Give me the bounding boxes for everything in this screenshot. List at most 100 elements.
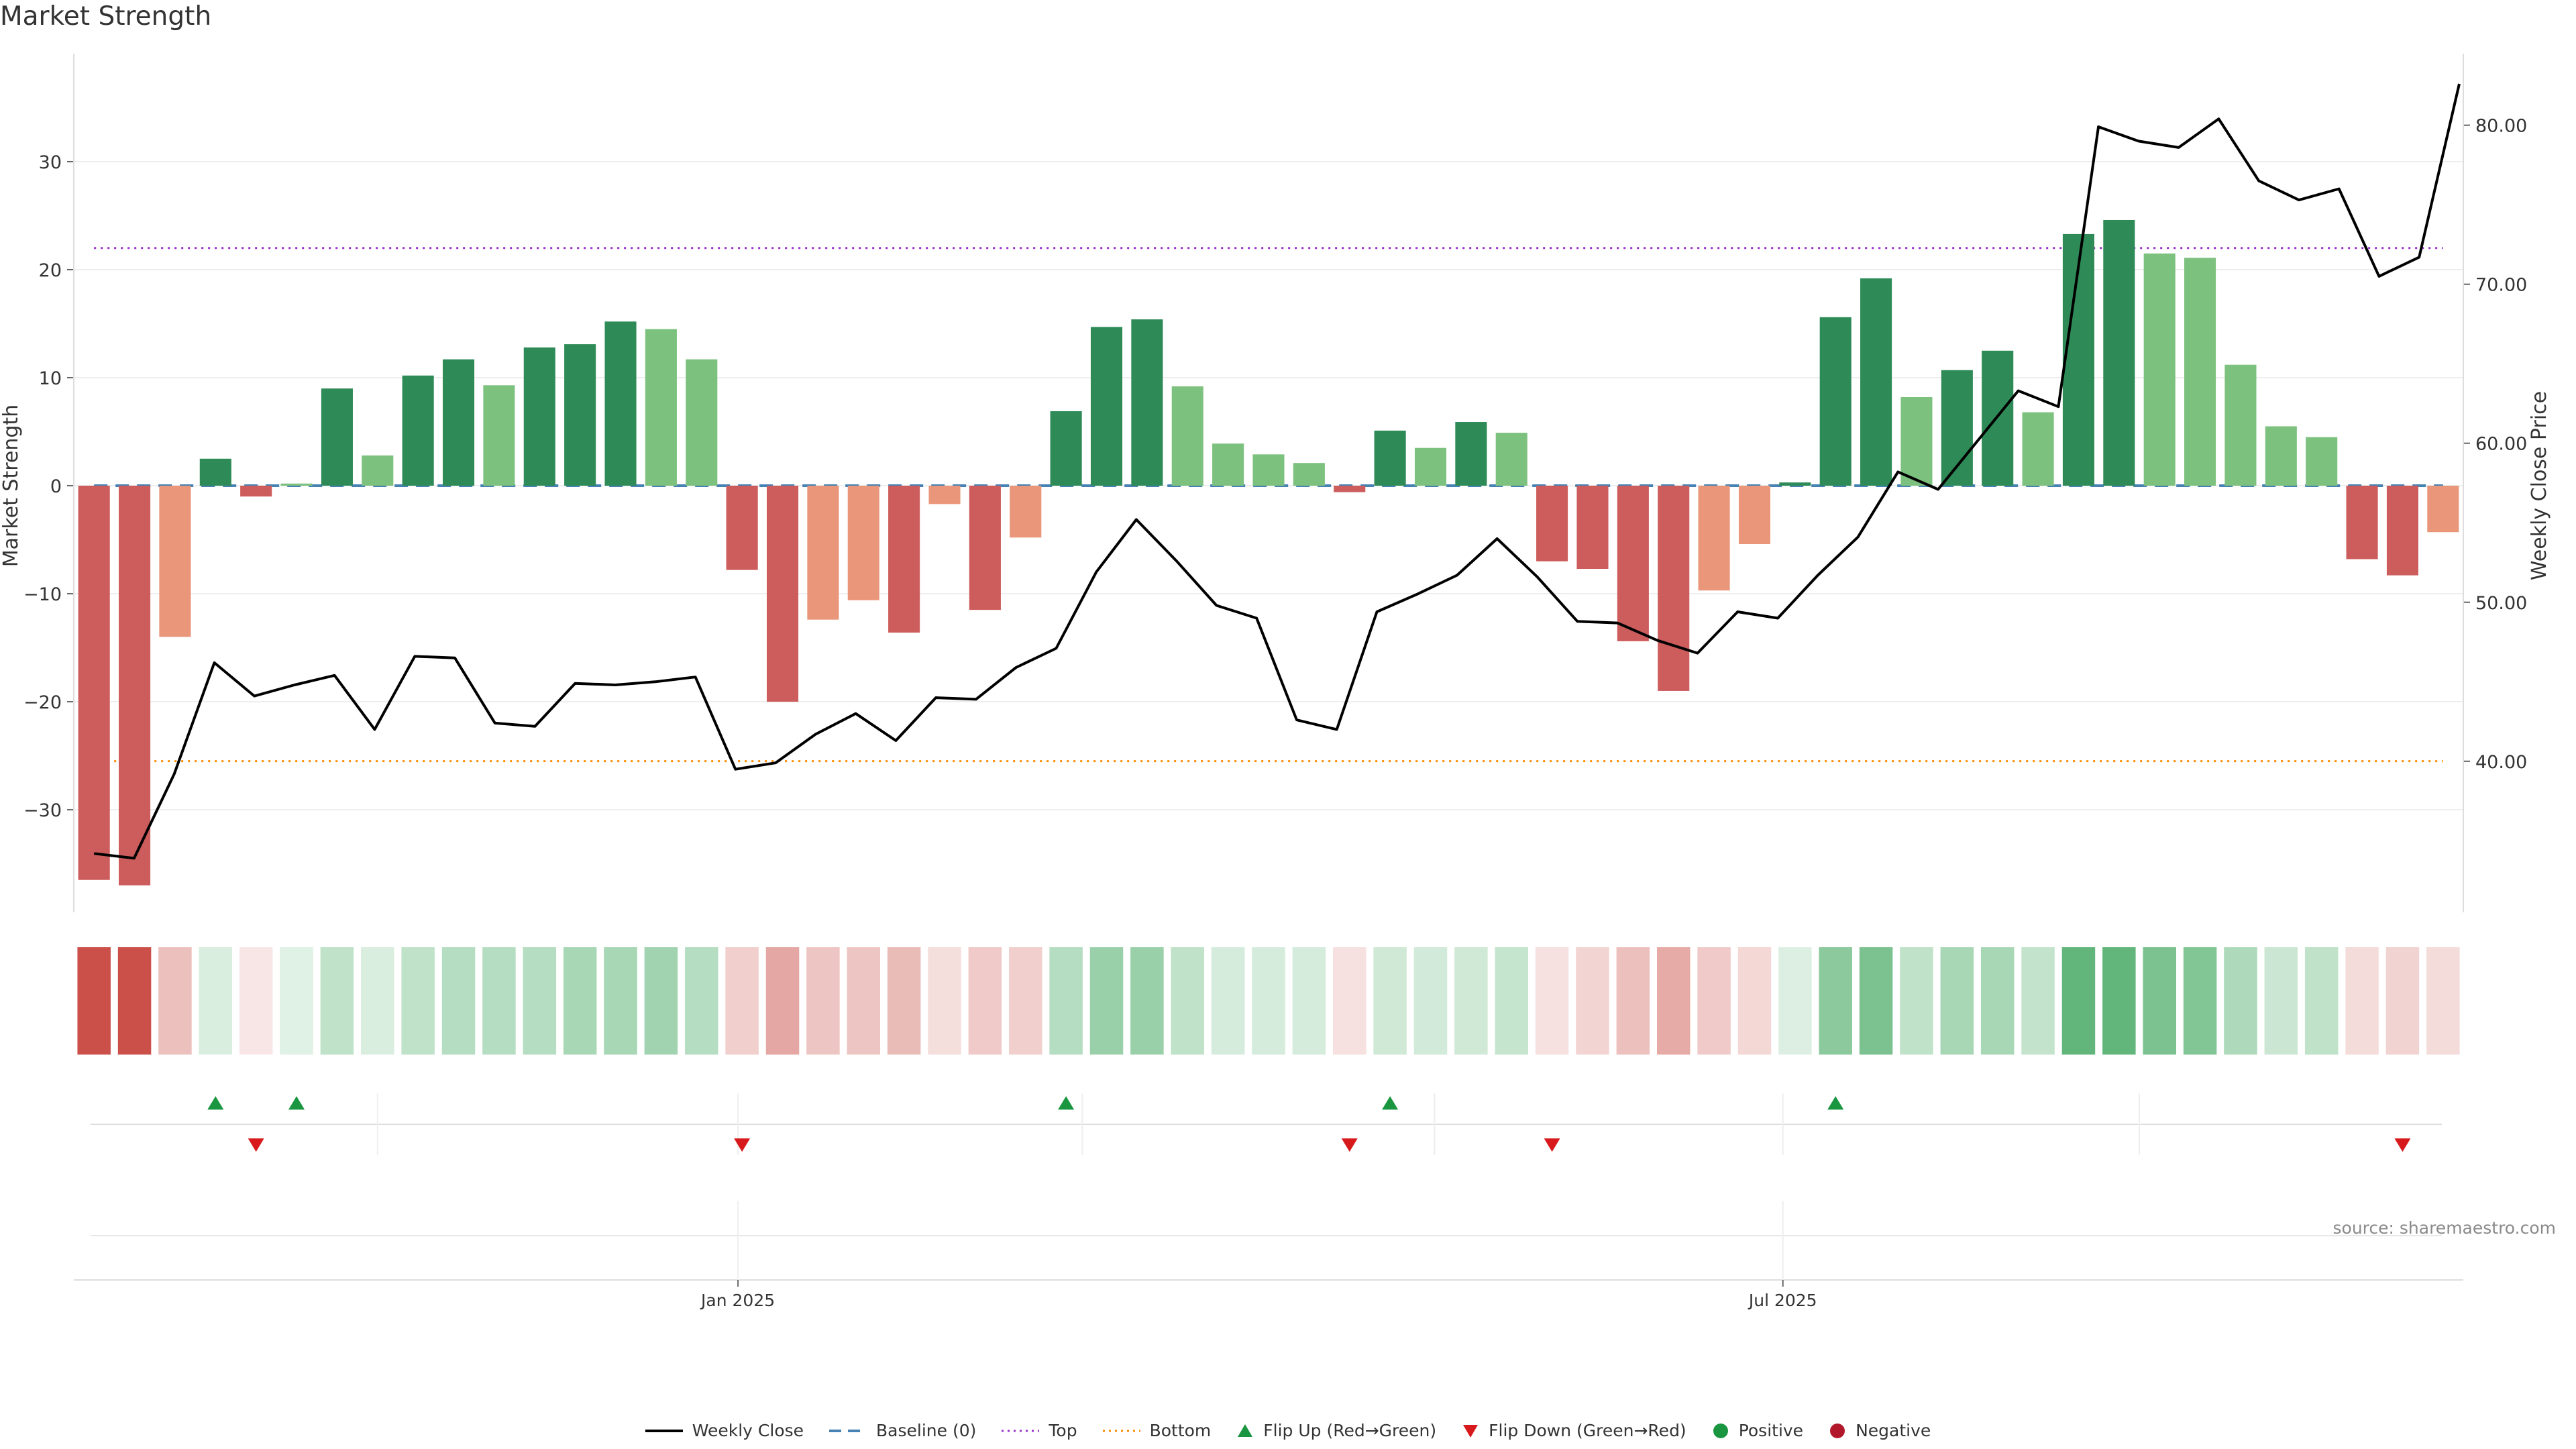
strength-bars (78, 219, 2459, 885)
chart-title: Market Strength (0, 1, 212, 32)
legend-item-flipup: Flip Up (Red→Green) (1236, 1421, 1436, 1440)
strength-bar (1252, 454, 1285, 486)
y-tick-label: 20 (39, 260, 62, 281)
y2-tick-label: 50.00 (2475, 593, 2527, 614)
legend-item-flipdown: Flip Down (Green→Red) (1462, 1421, 1686, 1440)
strength-bar (2306, 437, 2338, 486)
x-tick-label: Jan 2025 (700, 1291, 775, 1310)
intensity-cell (806, 947, 840, 1055)
strength-bar (2062, 233, 2095, 486)
strength-bar (1536, 486, 1568, 561)
intensity-cell (1292, 947, 1326, 1055)
strength-bar (1738, 486, 1771, 544)
intensity-cell (158, 947, 192, 1055)
strength-bar (199, 458, 231, 486)
strength-bar (928, 486, 961, 504)
strength-bar (1455, 422, 1487, 486)
dotted-line-icon (1002, 1430, 1040, 1432)
strength-bar (1900, 397, 1933, 486)
strength-bar (888, 486, 920, 633)
x-axis: Jan 2025 Jul 2025 (74, 1201, 2463, 1310)
intensity-cell (1454, 947, 1488, 1055)
intensity-cell (1980, 947, 2015, 1055)
legend-label: Bottom (1149, 1421, 1212, 1440)
strength-bar (280, 483, 313, 486)
flip-down-marker (734, 1138, 751, 1152)
strength-bar (1860, 278, 1892, 486)
intensity-cell (887, 947, 921, 1055)
strength-bar (1617, 486, 1649, 641)
legend: Weekly Close Baseline (0) Top Bottom Flip Up… (0, 1421, 2576, 1440)
intensity-cell (2264, 947, 2298, 1055)
strength-bar (604, 321, 637, 486)
intensity-cell (563, 947, 597, 1055)
intensity-cell (1495, 947, 1528, 1055)
flip-markers (91, 1093, 2442, 1155)
intensity-cell (1656, 947, 1690, 1055)
source-note: source: sharemaestro.com (2332, 1218, 2557, 1238)
intensity-cell (482, 947, 516, 1055)
intensity-cell (1171, 947, 1205, 1055)
intensity-cell (1089, 947, 1124, 1055)
strength-bar (1698, 486, 1730, 591)
intensity-cell (604, 947, 637, 1055)
intensity-cell (1900, 947, 1933, 1055)
intensity-cell (280, 947, 313, 1055)
intensity-cell (1737, 947, 1772, 1055)
strength-bar (766, 486, 799, 702)
intensity-cell (2143, 947, 2176, 1055)
y2-tick-label: 70.00 (2475, 275, 2527, 296)
intensity-cell (117, 947, 152, 1055)
strength-bar (362, 455, 394, 486)
strength-bar (2386, 486, 2418, 576)
y-tick-label: 30 (39, 152, 62, 173)
intensity-cell (2224, 947, 2257, 1055)
strength-bar (2265, 426, 2297, 486)
intensity-cell (1413, 947, 1448, 1055)
dashed-line-icon (829, 1429, 867, 1432)
triangle-down-icon (1463, 1424, 1479, 1438)
strength-bar (847, 486, 879, 600)
legend-label: Flip Down (Green→Red) (1489, 1421, 1686, 1440)
flip-down-marker (1341, 1138, 1358, 1152)
intensity-cell (1252, 947, 1285, 1055)
strength-bar (564, 344, 596, 486)
dotted-line-icon (1102, 1430, 1140, 1432)
strength-bar (321, 388, 353, 486)
weekly-close-line (93, 83, 2461, 860)
strength-bar (1495, 433, 1527, 486)
intensity-cell (2385, 947, 2420, 1055)
strength-bar (726, 486, 758, 570)
intensity-cell (847, 947, 881, 1055)
flip-up-marker (207, 1096, 224, 1110)
strength-bar (969, 486, 1001, 610)
strength-bar (523, 347, 555, 486)
intensity-cell (1616, 947, 1650, 1055)
strength-bar (1010, 486, 1042, 538)
intensity-cell (199, 947, 233, 1055)
intensity-cell (1211, 947, 1245, 1055)
strength-bar (2143, 253, 2176, 486)
intensity-cell (2345, 947, 2379, 1055)
legend-item-negative: Negative (1829, 1421, 1931, 1440)
intensity-cell (1778, 947, 1812, 1055)
strength-bar (2427, 486, 2459, 533)
flip-down-marker (2394, 1138, 2411, 1152)
y-tick-label: −30 (23, 800, 62, 821)
intensity-cell (1049, 947, 1083, 1055)
intensity-cell (928, 947, 961, 1055)
strength-bar (1374, 430, 1406, 486)
intensity-cell (1009, 947, 1042, 1055)
strength-bar (645, 329, 677, 486)
strength-bar (442, 359, 475, 486)
legend-label: Baseline (0) (876, 1421, 977, 1440)
triangle-up-icon (1238, 1424, 1253, 1437)
intensity-cell (765, 947, 800, 1055)
intensity-cell (2304, 947, 2339, 1055)
y2-tick-label: 80.00 (2475, 116, 2527, 137)
legend-item-bottom: Bottom (1102, 1421, 1212, 1440)
flip-up-marker (1382, 1096, 1399, 1110)
strength-bar (807, 486, 839, 620)
strength-bar (1819, 317, 1851, 486)
intensity-cell (2102, 947, 2136, 1055)
